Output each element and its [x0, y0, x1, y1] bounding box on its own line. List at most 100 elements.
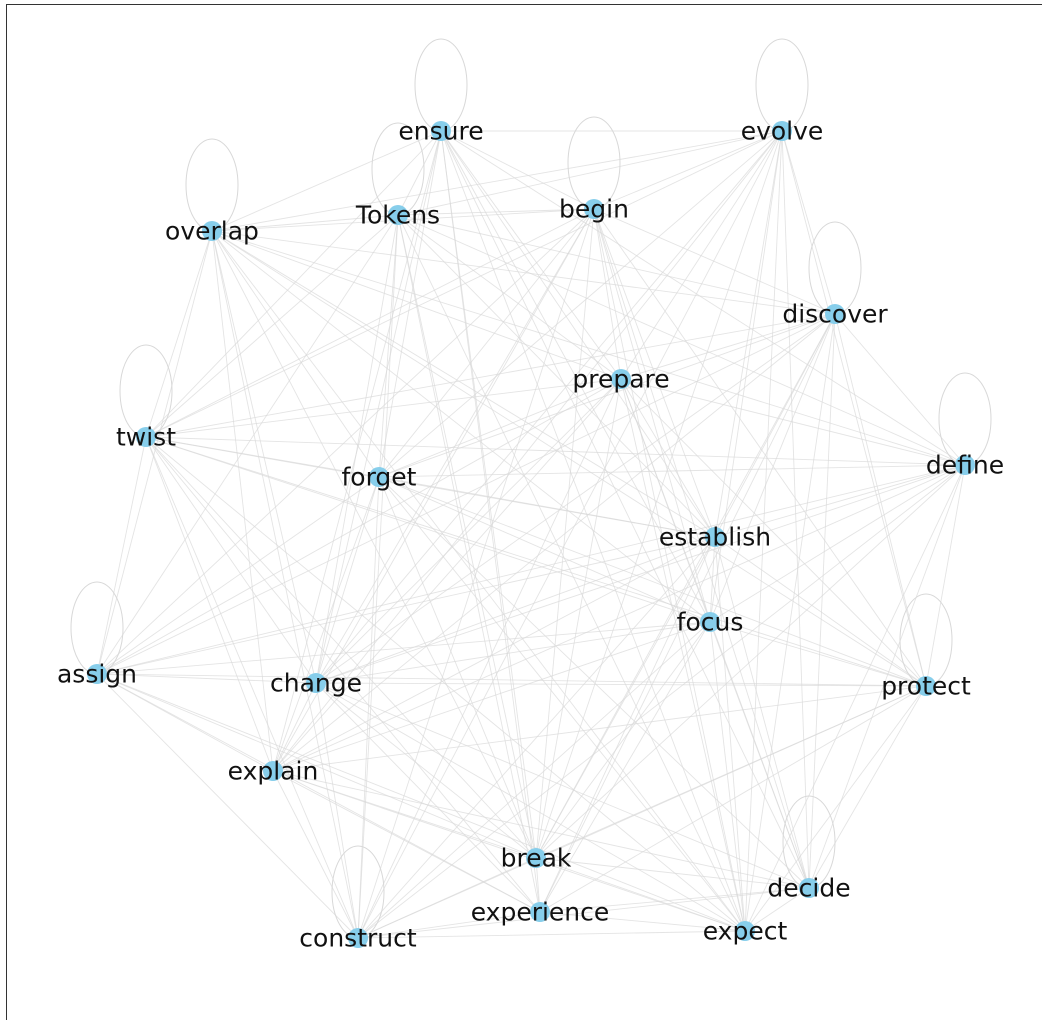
edge-overlap-expect: [211, 230, 746, 932]
edge-ensure-overlap: [211, 130, 442, 232]
edge-define-change: [315, 464, 966, 684]
edge-begin-assign: [96, 208, 595, 675]
edge-discover-prepare: [620, 313, 836, 380]
edge-establish-expect: [714, 536, 746, 932]
node-experience: [530, 902, 550, 922]
edge-protect-expect: [744, 685, 927, 932]
edge-protect-decide: [808, 685, 927, 889]
edge-Tokens-assign: [96, 214, 399, 675]
edge-establish-construct: [357, 536, 716, 939]
edge-evolve-discover: [781, 130, 836, 315]
edge-prepare-assign: [96, 378, 622, 675]
edge-focus-change: [315, 621, 711, 684]
edge-explain-expect: [272, 770, 746, 932]
node-label-experience: experience: [471, 898, 610, 927]
edge-begin-decide: [593, 208, 810, 889]
edge-twist-protect: [145, 436, 927, 687]
edge-change-experience: [315, 682, 541, 913]
edge-forget-break: [378, 476, 537, 859]
node-evolve: [772, 121, 792, 141]
edge-overlap-twist: [145, 230, 213, 438]
node-label-construct: construct: [299, 924, 417, 953]
edge-evolve-construct: [357, 130, 783, 939]
node-label-decide: decide: [767, 874, 850, 903]
edge-prepare-define: [620, 378, 966, 466]
edge-evolve-prepare: [620, 130, 783, 380]
edge-evolve-protect: [781, 130, 927, 687]
edge-overlap-assign: [96, 230, 213, 675]
edge-Tokens-discover: [397, 214, 836, 315]
node-discover: [825, 304, 845, 324]
node-overlap: [202, 221, 222, 241]
edge-define-protect: [925, 464, 966, 687]
edge-overlap-define: [211, 230, 966, 466]
edge-focus-experience: [539, 621, 711, 913]
edge-Tokens-prepare: [397, 214, 622, 380]
edge-define-decide: [808, 464, 966, 889]
node-label-begin: begin: [559, 195, 629, 224]
node-label-overlap: overlap: [165, 217, 259, 246]
edge-assign-construct: [96, 673, 359, 939]
edge-ensure-define: [440, 130, 966, 466]
labels-layer: ensure evolve Tokens begin overlap discover pr…: [57, 117, 1004, 953]
edge-evolve-explain: [272, 130, 783, 772]
edge-begin-twist: [145, 208, 595, 438]
edge-ensure-decide: [440, 130, 810, 889]
node-label-assign: assign: [57, 660, 137, 689]
node-label-twist: twist: [116, 423, 176, 452]
edge-forget-explain: [272, 476, 380, 772]
node-label-break: break: [501, 844, 572, 873]
edge-decide-experience: [539, 887, 810, 913]
edge-discover-explain: [272, 313, 836, 772]
edge-expect-construct: [357, 930, 746, 939]
edge-twist-break: [145, 436, 537, 859]
edge-begin-forget: [378, 208, 595, 478]
node-explain: [263, 761, 283, 781]
edge-ensure-expect: [440, 130, 746, 932]
edge-forget-assign: [96, 476, 380, 675]
edge-forget-construct: [357, 476, 380, 939]
edge-evolve-forget: [378, 130, 783, 478]
edge-explain-experience: [272, 770, 541, 913]
node-label-focus: focus: [677, 608, 744, 637]
edge-discover-define: [834, 313, 966, 466]
edge-define-expect: [744, 464, 966, 932]
edge-prepare-establish: [620, 378, 716, 538]
node-expect: [735, 921, 755, 941]
node-label-expect: expect: [703, 917, 788, 946]
edge-change-break: [315, 682, 537, 859]
edge-twist-change: [145, 436, 317, 684]
node-assign: [87, 664, 107, 684]
node-define: [955, 455, 975, 475]
edge-ensure-twist: [145, 130, 442, 438]
edge-Tokens-twist: [145, 214, 399, 438]
edge-establish-decide: [714, 536, 810, 889]
edge-experience-expect: [539, 911, 746, 932]
edge-evolve-establish: [714, 130, 783, 538]
edge-begin-protect: [593, 208, 927, 687]
edge-change-explain: [272, 682, 317, 772]
edge-protect-explain: [272, 685, 927, 772]
edge-assign-protect: [96, 673, 927, 687]
edge-forget-focus: [378, 476, 711, 623]
edge-define-assign: [96, 464, 966, 675]
edge-forget-decide: [378, 476, 810, 889]
edge-discover-assign: [96, 313, 836, 675]
edge-protect-experience: [539, 685, 927, 913]
edge-evolve-begin: [593, 130, 783, 210]
edge-twist-explain: [145, 436, 274, 772]
edge-establish-protect: [714, 536, 927, 687]
edge-assign-experience: [96, 673, 541, 913]
edge-discover-protect: [834, 313, 927, 687]
edge-overlap-break: [211, 230, 537, 859]
edge-ensure-break: [440, 130, 537, 859]
edge-evolve-expect: [744, 130, 783, 932]
edge-forget-protect: [378, 476, 927, 687]
edge-establish-assign: [96, 536, 716, 675]
edge-ensure-change: [315, 130, 442, 684]
edge-focus-explain: [272, 621, 711, 772]
node-establish: [705, 527, 725, 547]
node-label-explain: explain: [228, 757, 319, 786]
edge-focus-protect: [709, 621, 927, 687]
